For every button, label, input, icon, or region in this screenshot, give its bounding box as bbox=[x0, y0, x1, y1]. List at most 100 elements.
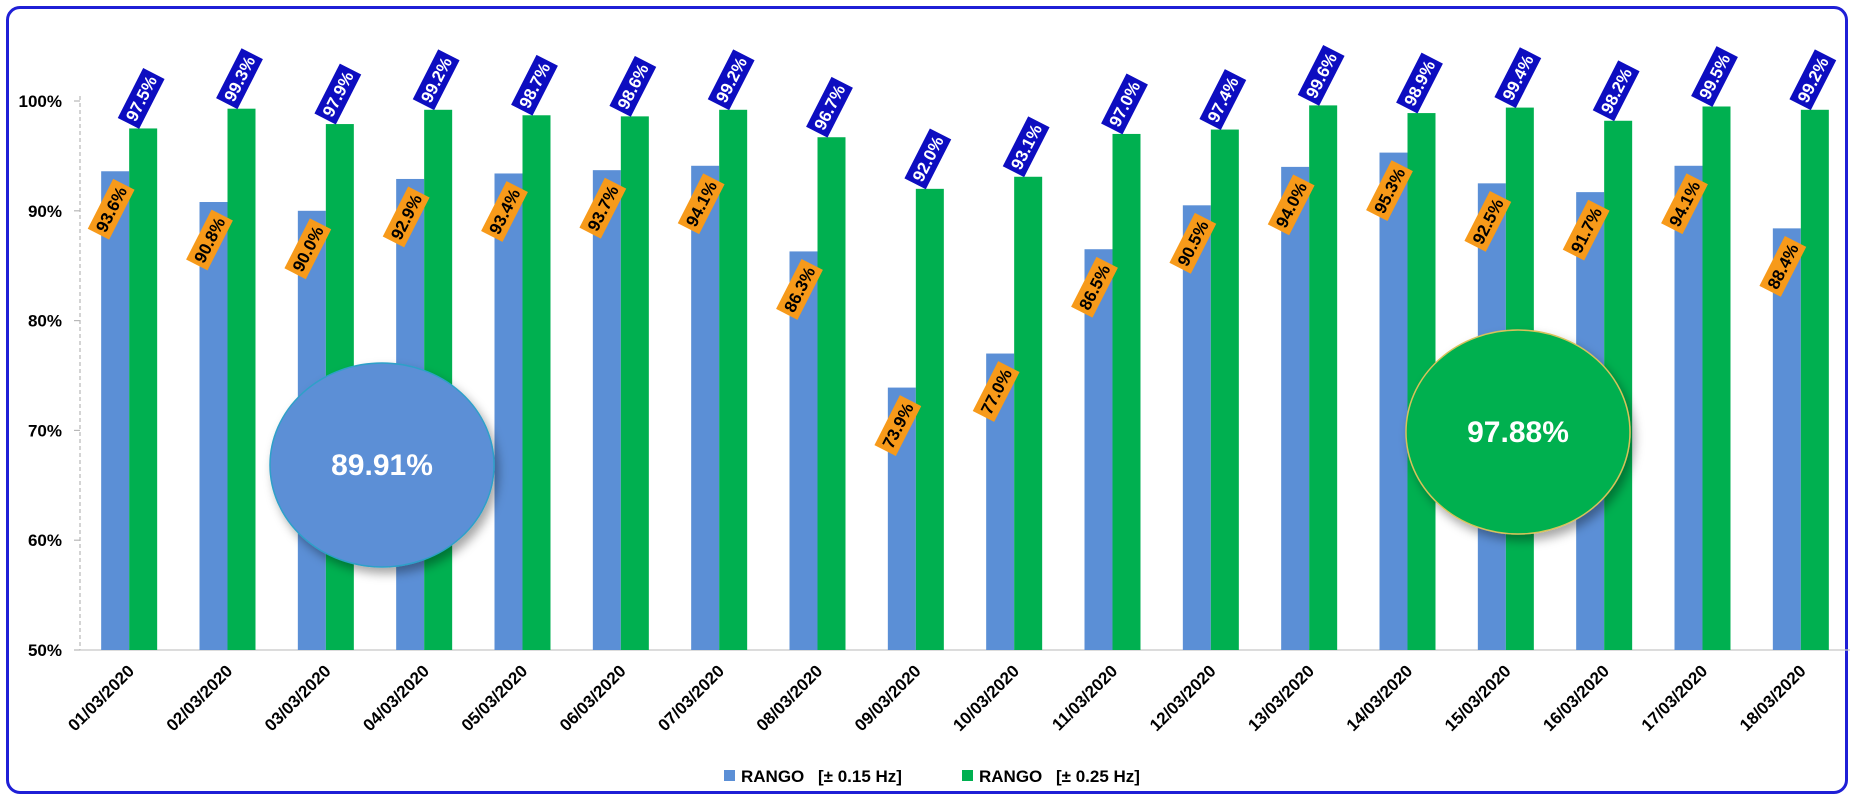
average-bubble-shape bbox=[269, 362, 495, 568]
y-tick-label: 70% bbox=[28, 421, 62, 440]
x-tick-label: 08/03/2020 bbox=[753, 661, 827, 735]
data-label-rango-025: 99.4% bbox=[1494, 47, 1542, 108]
data-label-rango-025-bg bbox=[1789, 49, 1837, 111]
bar-rango-025 bbox=[1309, 105, 1338, 651]
data-label-rango-015-bg bbox=[284, 218, 332, 280]
legend-item: RANGO [± 0.25 Hz] bbox=[962, 767, 1140, 786]
bar-rango-015 bbox=[1379, 152, 1408, 650]
data-label-rango-025: 92.0% bbox=[904, 128, 952, 190]
bar-rango-025 bbox=[620, 116, 649, 650]
data-label-rango-025: 98.2% bbox=[1592, 60, 1640, 122]
x-tick-label: 10/03/2020 bbox=[949, 661, 1023, 735]
data-label-rango-025: 99.6% bbox=[1297, 44, 1345, 106]
data-label-rango-025: 93.1% bbox=[1002, 116, 1050, 178]
bar-rango-015 bbox=[1772, 228, 1801, 651]
y-tick-label: 60% bbox=[28, 531, 62, 550]
bars bbox=[101, 105, 1829, 651]
data-label-rango-025-bg bbox=[1002, 116, 1050, 178]
data-label-rango-015-bg bbox=[1071, 256, 1118, 318]
data-label-rango-025-bg bbox=[412, 49, 460, 111]
data-label-rango-025-bg bbox=[216, 48, 263, 110]
bar-rango-025 bbox=[522, 115, 551, 651]
data-label-rango-015-bg bbox=[1562, 199, 1610, 261]
data-label-rango-015-bg bbox=[1267, 174, 1315, 236]
bar-rango-025 bbox=[1210, 129, 1239, 651]
average-bubbles: 89.91% 97.88% bbox=[269, 329, 1631, 568]
x-tick-label: 15/03/2020 bbox=[1441, 661, 1515, 735]
data-label-rango-025: 98.7% bbox=[511, 54, 558, 116]
legend-label: RANGO bbox=[979, 767, 1042, 786]
bar-rango-015 bbox=[494, 173, 523, 650]
bar-rango-025 bbox=[817, 137, 846, 650]
data-label-rango-015-bg bbox=[1464, 190, 1512, 252]
average-bubble: 89.91% bbox=[269, 362, 495, 568]
data-label-rango-025: 98.9% bbox=[1396, 52, 1443, 114]
legend: RANGO [± 0.15 Hz] RANGO [± 0.25 Hz] bbox=[724, 767, 1140, 786]
data-label-rango-025-bg bbox=[1199, 69, 1247, 130]
data-label-rango-025: 97.0% bbox=[1101, 73, 1148, 135]
data-label-rango-015-bg bbox=[1661, 173, 1708, 235]
data-label-rango-025: 99.3% bbox=[216, 48, 263, 110]
x-tick-label: 04/03/2020 bbox=[359, 661, 433, 735]
bar-rango-015 bbox=[1281, 166, 1310, 650]
data-label-rango-025: 97.9% bbox=[314, 63, 362, 125]
x-tick-label: 09/03/2020 bbox=[851, 661, 925, 735]
data-label-rango-015-bg bbox=[1366, 160, 1413, 222]
bar-rango-025 bbox=[1014, 176, 1043, 650]
legend-label: RANGO bbox=[741, 767, 804, 786]
bar-rango-025 bbox=[719, 109, 748, 650]
bar-rango-015 bbox=[1182, 205, 1211, 650]
x-tick-label: 16/03/2020 bbox=[1539, 661, 1613, 735]
data-label-rango-015-bg bbox=[1169, 212, 1217, 274]
legend-item: RANGO [± 0.15 Hz] bbox=[724, 767, 902, 786]
x-tick-label: 18/03/2020 bbox=[1736, 661, 1810, 735]
data-label-rango-015-bg bbox=[776, 259, 823, 320]
bar-rango-025 bbox=[1112, 133, 1141, 650]
y-axis: 50% 60% 70% 80% 90% 100% bbox=[19, 92, 1850, 660]
bar-rango-015 bbox=[199, 202, 228, 651]
x-tick-label: 05/03/2020 bbox=[458, 661, 532, 735]
data-label-rango-025: 99.5% bbox=[1691, 46, 1738, 107]
x-tick-label: 13/03/2020 bbox=[1244, 661, 1318, 735]
data-label-rango-025-bg bbox=[1297, 44, 1345, 106]
data-label-rango-025: 97.5% bbox=[117, 68, 165, 129]
data-label-rango-015-bg bbox=[186, 209, 233, 271]
data-label-rango-025: 99.2% bbox=[707, 49, 755, 111]
x-tick-label: 17/03/2020 bbox=[1638, 661, 1712, 735]
bar-rango-025 bbox=[1702, 106, 1731, 651]
data-label-rango-025: 99.2% bbox=[1789, 49, 1837, 111]
data-label-rango-025-bg bbox=[1101, 73, 1148, 135]
legend-swatch bbox=[724, 770, 735, 781]
data-label-rango-025-bg bbox=[1494, 47, 1542, 108]
data-label-rango-025-bg bbox=[904, 128, 952, 190]
bar-rango-015 bbox=[101, 171, 130, 650]
x-tick-label: 11/03/2020 bbox=[1048, 661, 1121, 734]
data-label-rango-015-bg bbox=[579, 177, 627, 239]
data-label-rango-015-bg bbox=[972, 361, 1020, 422]
bar-rango-025 bbox=[227, 108, 256, 651]
y-tick-label: 100% bbox=[19, 92, 62, 111]
legend-swatch bbox=[962, 770, 973, 781]
bar-rango-015 bbox=[1084, 249, 1113, 651]
legend-range: [± 0.25 Hz] bbox=[1056, 767, 1140, 786]
data-label-rango-025-bg bbox=[1592, 60, 1640, 122]
data-label-rango-015-bg bbox=[874, 395, 922, 456]
average-bubble-text: 89.91% bbox=[331, 449, 433, 482]
x-tick-label: 14/03/2020 bbox=[1343, 661, 1417, 735]
data-label-rango-025: 99.2% bbox=[412, 49, 460, 111]
data-label-rango-025: 97.4% bbox=[1199, 69, 1247, 130]
data-label-rango-025-bg bbox=[1691, 46, 1738, 107]
x-tick-label: 03/03/2020 bbox=[261, 661, 335, 735]
x-tick-label: 02/03/2020 bbox=[163, 661, 237, 735]
bar-rango-015 bbox=[592, 170, 621, 650]
x-tick-label: 12/03/2020 bbox=[1146, 661, 1220, 735]
data-label-rango-015-bg bbox=[1759, 235, 1807, 297]
data-label-rango-015-bg bbox=[382, 186, 430, 248]
data-label-rango-025: 98.6% bbox=[609, 55, 657, 117]
data-label-rango-025-bg bbox=[1396, 52, 1443, 114]
x-tick-label: 07/03/2020 bbox=[654, 661, 728, 735]
legend-range: [± 0.15 Hz] bbox=[818, 767, 902, 786]
x-tick-label: 06/03/2020 bbox=[556, 661, 630, 735]
y-tick-label: 80% bbox=[28, 312, 62, 331]
